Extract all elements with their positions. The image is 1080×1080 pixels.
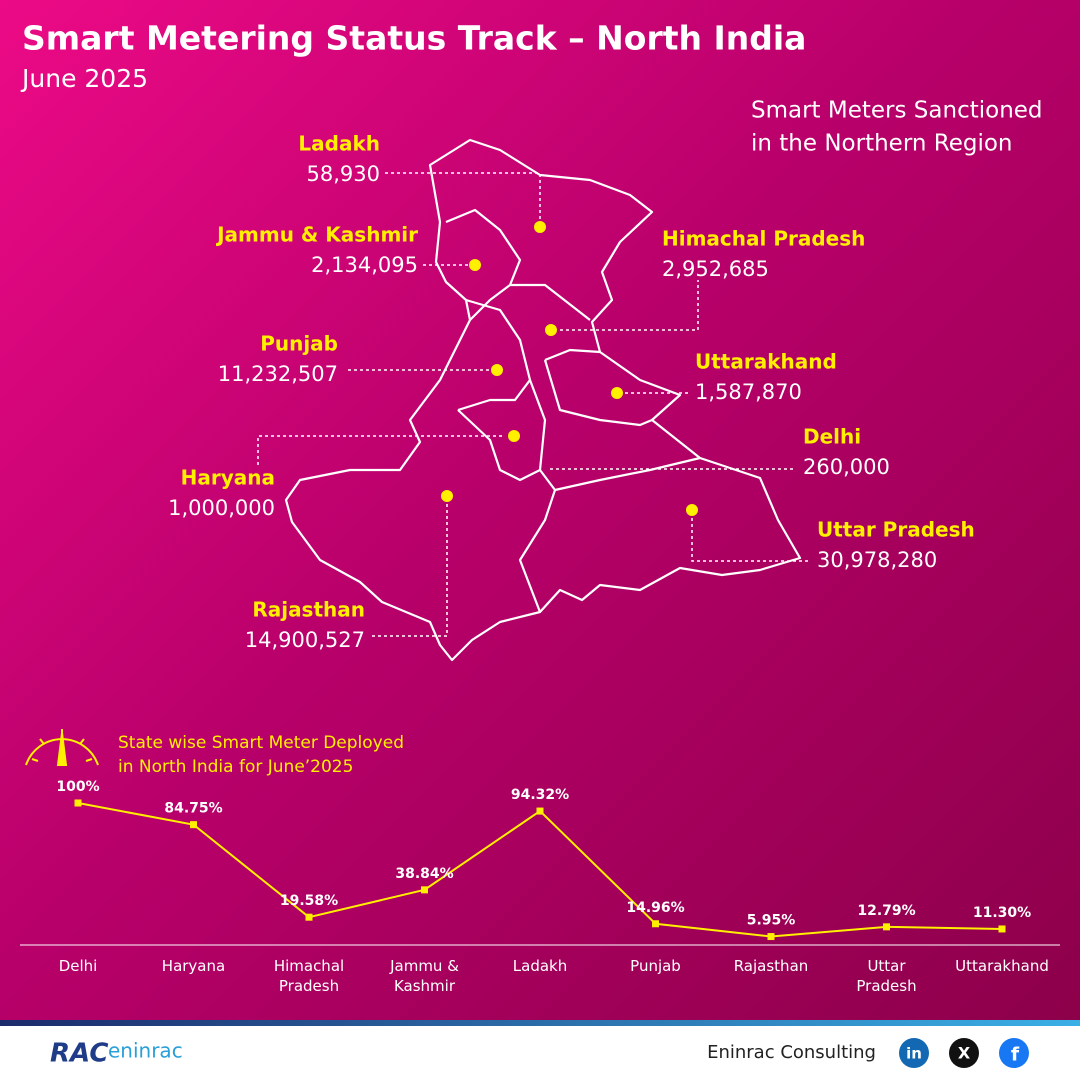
state-dot [611, 387, 623, 399]
x-label[interactable]: X [958, 1044, 971, 1063]
state-value: 58,930 [307, 162, 380, 186]
leader-line [560, 280, 699, 331]
state-dot [534, 221, 546, 233]
data-point [74, 799, 82, 807]
state-value: 14,900,527 [245, 628, 365, 652]
x-tick-label: Haryana [161, 957, 226, 975]
state-value: 1,587,870 [695, 380, 802, 404]
data-label: 11.30% [973, 905, 1031, 921]
state-dot [469, 259, 481, 271]
x-tick-label: Rajasthan [733, 957, 809, 975]
state-name: Haryana [181, 466, 275, 490]
state-dot [686, 504, 698, 516]
facebook-label[interactable]: f [1011, 1044, 1020, 1066]
state-name: Punjab [260, 332, 338, 356]
state-name: Jammu & Kashmir [215, 223, 418, 247]
state-dot [545, 324, 557, 336]
data-point [305, 913, 313, 921]
data-point [421, 886, 428, 894]
footer: RAC eninrac Eninrac Consulting in X f [0, 1026, 1080, 1080]
state-name: Delhi [803, 425, 861, 449]
data-point [536, 807, 544, 815]
x-tick-label: Punjab [630, 957, 681, 975]
data-label: 14.96% [626, 900, 684, 916]
linkedin-icon[interactable] [899, 1038, 929, 1068]
x-tick-label: Himachal Pradesh [273, 957, 345, 995]
data-point [652, 920, 659, 928]
leader-line [691, 518, 810, 562]
data-point [883, 923, 890, 931]
state-name: Himachal Pradesh [662, 227, 865, 251]
state-value: 30,978,280 [817, 548, 937, 572]
x-tick-label: Uttar Pradesh [856, 957, 917, 995]
state-name: Uttar Pradesh [817, 518, 975, 542]
x-tick-label: Ladakh [512, 957, 568, 975]
state-value: 1,000,000 [168, 496, 275, 520]
chart-title: in North India for June’2025 [118, 757, 353, 777]
state-value: 2,952,685 [662, 257, 769, 281]
chart-title: State wise Smart Meter Deployed [118, 733, 404, 753]
company: Eninrac Consulting [707, 1042, 876, 1063]
state-dot [491, 364, 503, 376]
footer-canvas: RAC eninrac Eninrac Consulting in X f [50, 1038, 1029, 1069]
data-label: 100% [56, 779, 99, 795]
x-icon[interactable] [949, 1038, 979, 1068]
leader-line [370, 504, 448, 637]
title: Smart Metering Status Track – North Indi… [22, 19, 806, 58]
stripe [0, 1020, 1080, 1026]
state-value: 11,232,507 [218, 362, 338, 386]
data-label: 38.84% [395, 866, 453, 882]
data-point [998, 925, 1006, 933]
linkedin-label[interactable]: in [906, 1045, 922, 1063]
leader-line [385, 172, 541, 220]
data-label: 12.79% [857, 903, 915, 919]
data-label: 94.32% [511, 787, 569, 803]
state-name: Ladakh [298, 132, 380, 156]
state-value: 260,000 [803, 455, 890, 479]
x-tick-label: Jammu & Kashmir [390, 957, 459, 995]
state-dot [508, 430, 520, 442]
data-point [190, 821, 197, 829]
gauge-icon [25, 729, 99, 766]
facebook-icon[interactable] [999, 1038, 1029, 1068]
state-name: Rajasthan [252, 598, 365, 622]
state-name: Uttarakhand [695, 350, 837, 374]
state-dot [441, 490, 453, 502]
map-title: Smart Meters Sanctioned [751, 98, 1043, 124]
state-value: 2,134,095 [311, 253, 418, 277]
data-label: 19.58% [280, 893, 338, 909]
x-tick-label: Uttarakhand [955, 957, 1049, 975]
data-point [767, 933, 775, 941]
logo: eninrac [108, 1039, 183, 1063]
subtitle: June 2025 [20, 64, 148, 93]
data-label: 5.95% [747, 913, 796, 929]
data-label: 84.75% [164, 801, 222, 817]
leader-line [257, 435, 505, 465]
logo: RAC [50, 1039, 108, 1069]
map-outline [284, 138, 802, 662]
x-tick-label: Delhi [58, 957, 98, 975]
map-title: in the Northern Region [751, 131, 1013, 157]
